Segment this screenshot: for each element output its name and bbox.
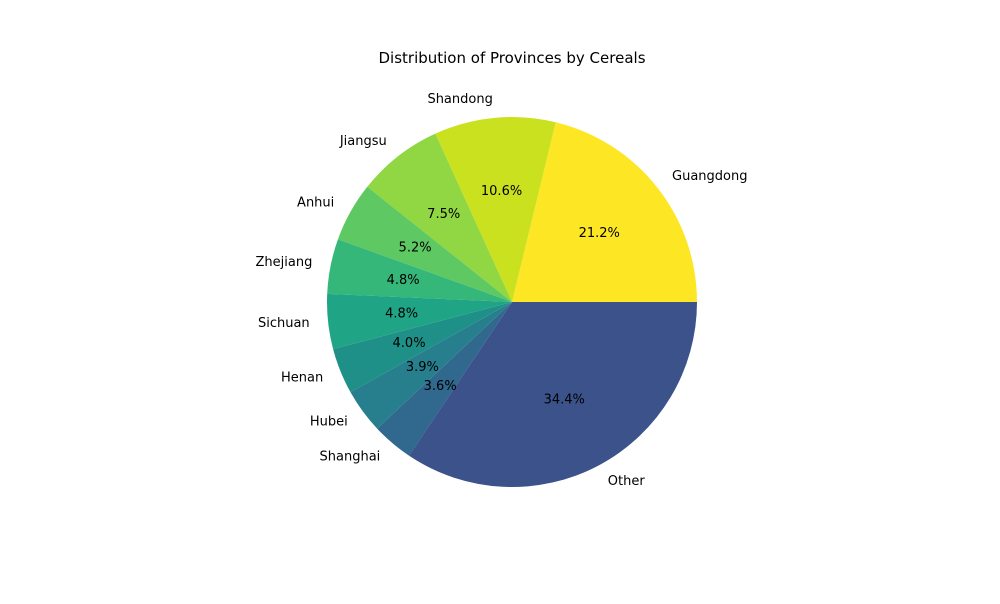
pie-slice-zhejiang [327, 239, 512, 302]
slice-label-other: Other [608, 474, 646, 489]
pie-slice-other [408, 302, 697, 487]
pie-slice-shanghai [377, 302, 512, 456]
slice-percent-henan: 4.0% [393, 336, 426, 351]
pie-slice-sichuan [327, 293, 512, 350]
slice-percent-other: 34.4% [544, 392, 585, 407]
labels-layer: Guangdong 21.2% Shandong 10.6% Jiangsu 7.5% An… [256, 92, 748, 489]
slice-label-sichuan: Sichuan [258, 316, 310, 331]
slice-label-hubei: Hubei [310, 415, 348, 430]
slice-label-henan: Henan [281, 371, 323, 386]
slice-percent-guangdong: 21.2% [579, 226, 620, 241]
pie-slice-jiangsu [367, 133, 512, 302]
slice-percent-anhui: 5.2% [399, 240, 432, 255]
slice-percent-zhejiang: 4.8% [387, 273, 420, 288]
slices-layer [327, 117, 697, 487]
slice-percent-sichuan: 4.8% [385, 306, 418, 321]
slice-label-shanghai: Shanghai [320, 450, 381, 465]
slice-label-guangdong: Guangdong [672, 169, 747, 184]
slice-label-jiangsu: Jiangsu [339, 134, 387, 149]
slice-percent-jiangsu: 7.5% [427, 207, 460, 222]
chart-title: Distribution of Provinces by Cereals [378, 49, 645, 67]
slice-label-shandong: Shandong [427, 92, 492, 107]
slice-label-anhui: Anhui [297, 195, 334, 210]
pie-slice-henan [333, 302, 512, 393]
slice-percent-shanghai: 3.6% [424, 379, 457, 394]
pie-slice-anhui [337, 186, 512, 302]
slice-percent-hubei: 3.9% [406, 360, 439, 375]
pie-slice-hubei [350, 302, 512, 429]
slice-percent-shandong: 10.6% [481, 184, 522, 199]
slice-label-zhejiang: Zhejiang [256, 255, 313, 270]
pie-slice-shandong [435, 117, 556, 302]
pie-slice-guangdong [512, 122, 697, 302]
